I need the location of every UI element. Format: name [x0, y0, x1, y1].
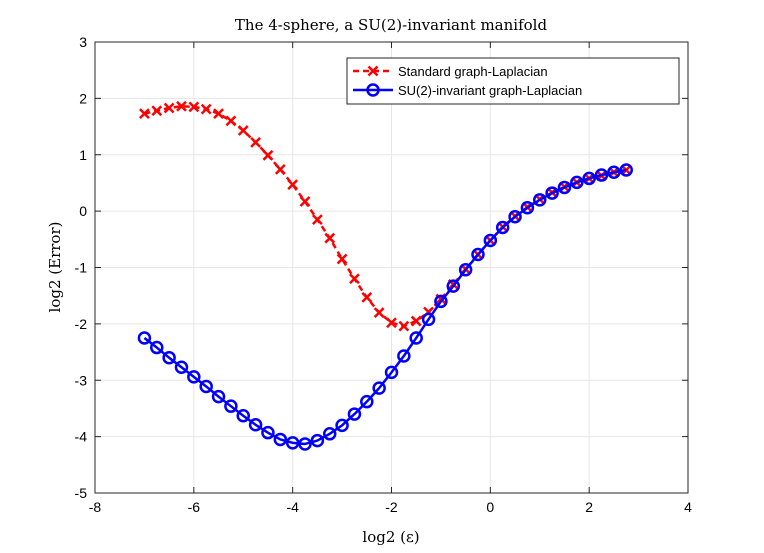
- data-point-circle: [582, 171, 596, 186]
- series-layer: [137, 100, 633, 451]
- data-point-x: [151, 105, 163, 117]
- data-point-x: [398, 320, 410, 332]
- y-tick-label: -5: [75, 485, 88, 501]
- data-point-circle: [533, 193, 547, 207]
- data-point-circle: [248, 418, 263, 432]
- data-point-circle: [285, 436, 300, 450]
- data-point-x: [163, 102, 175, 114]
- data-point-x: [139, 108, 150, 119]
- data-point-circle: [137, 331, 152, 345]
- x-tick-label: -8: [89, 499, 102, 515]
- data-point-circle: [335, 418, 349, 433]
- data-point-circle: [520, 200, 535, 215]
- legend-marker-x: [367, 65, 379, 77]
- data-point-circle: [174, 360, 189, 375]
- series-line: [144, 105, 627, 328]
- y-tick-label: -4: [75, 429, 88, 445]
- x-tick-label: -4: [286, 499, 299, 515]
- data-point-x: [311, 214, 323, 225]
- data-point-circle: [261, 425, 275, 440]
- data-point-x: [410, 315, 422, 327]
- data-point-x: [299, 196, 311, 207]
- x-tick-label: -6: [188, 499, 201, 515]
- data-point-x: [373, 307, 385, 318]
- x-tick-label: 4: [684, 499, 692, 515]
- data-point-circle: [236, 409, 250, 423]
- legend-label-su2: SU(2)-invariant graph-Laplacian: [398, 83, 582, 98]
- x-axis-label: log2 (ε): [362, 528, 419, 546]
- data-point-circle: [607, 165, 621, 179]
- data-point-circle: [273, 432, 288, 447]
- data-point-circle: [446, 279, 461, 293]
- x-tick-label: -2: [385, 499, 398, 515]
- data-point-x: [274, 164, 286, 175]
- data-point-x: [176, 100, 187, 112]
- y-tick-label: -2: [75, 316, 88, 332]
- data-point-circle: [619, 163, 633, 177]
- series-1: [137, 163, 633, 451]
- data-point-circle: [471, 247, 485, 262]
- data-point-circle: [397, 349, 411, 363]
- data-point-circle: [347, 407, 362, 421]
- data-point-circle: [384, 365, 399, 380]
- data-point-x: [225, 115, 237, 127]
- data-point-circle: [421, 312, 436, 327]
- data-point-circle: [187, 370, 201, 384]
- data-point-circle: [508, 210, 522, 224]
- data-point-circle: [495, 220, 510, 235]
- data-point-x: [349, 273, 360, 285]
- y-tick-label: 2: [79, 90, 87, 106]
- y-tick-label: 0: [79, 203, 87, 219]
- data-point-x: [200, 103, 212, 115]
- data-point-x: [287, 179, 299, 191]
- y-tick-label: -1: [75, 260, 88, 276]
- data-point-circle: [298, 437, 312, 451]
- y-tick-label: 3: [79, 34, 87, 50]
- series-line: [143, 168, 627, 446]
- data-point-circle: [162, 350, 176, 365]
- legend-label-standard: Standard graph-Laplacian: [398, 64, 548, 79]
- data-point-circle: [557, 180, 572, 195]
- data-point-x: [361, 291, 373, 303]
- data-point-circle: [434, 294, 448, 309]
- x-tick-label: 0: [486, 499, 494, 515]
- data-point-x: [324, 232, 336, 244]
- data-point-circle: [570, 175, 584, 190]
- x-tick-label: 2: [585, 499, 593, 515]
- data-point-circle: [199, 379, 213, 394]
- legend-item-su2: SU(2)-invariant graph-Laplacian: [353, 83, 582, 98]
- data-point-x: [336, 253, 348, 265]
- data-point-x: [262, 149, 274, 161]
- data-point-circle: [594, 168, 609, 182]
- data-point-x: [188, 101, 200, 113]
- chart-title: The 4-sphere, a SU(2)-invariant manifold: [235, 16, 548, 34]
- y-axis-label: log2 (Error): [46, 222, 64, 313]
- data-point-circle: [211, 389, 226, 404]
- data-point-x: [237, 125, 249, 136]
- data-point-x: [213, 108, 224, 119]
- data-point-circle: [322, 427, 337, 441]
- legend: Standard graph-Laplacian SU(2)-invariant…: [346, 57, 680, 105]
- legend-box: [346, 57, 680, 105]
- ticks: -8 -6 -4 -2 0 2 4 -5 -4 -3 -2 -1 0 1 2 3: [75, 34, 693, 515]
- y-tick-label: 1: [79, 147, 87, 163]
- data-point-circle: [409, 331, 423, 345]
- data-point-circle: [360, 394, 374, 409]
- data-point-circle: [545, 186, 559, 200]
- data-point-circle: [372, 381, 386, 395]
- data-point-x: [250, 136, 261, 148]
- data-point-circle: [458, 263, 473, 277]
- data-point-x: [386, 317, 397, 329]
- data-point-circle: [310, 433, 325, 448]
- y-tick-label: -3: [75, 372, 88, 388]
- data-point-circle: [483, 233, 498, 248]
- data-point-circle: [150, 340, 164, 355]
- legend-marker-circle: [366, 83, 380, 97]
- legend-item-standard: Standard graph-Laplacian: [353, 64, 548, 79]
- data-point-circle: [224, 399, 238, 413]
